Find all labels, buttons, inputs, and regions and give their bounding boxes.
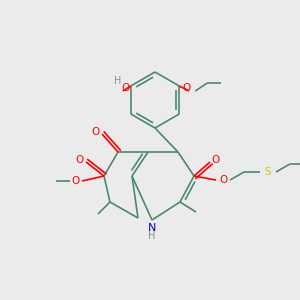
Text: O: O: [92, 127, 100, 137]
Text: O: O: [71, 176, 79, 186]
Text: O: O: [219, 175, 227, 185]
Text: H: H: [114, 76, 122, 86]
Text: O: O: [122, 83, 130, 93]
Text: N: N: [148, 223, 156, 233]
Text: S: S: [265, 167, 271, 177]
Text: H: H: [148, 231, 156, 241]
Text: O: O: [182, 83, 190, 93]
Text: O: O: [76, 155, 84, 165]
Text: O: O: [211, 155, 219, 165]
